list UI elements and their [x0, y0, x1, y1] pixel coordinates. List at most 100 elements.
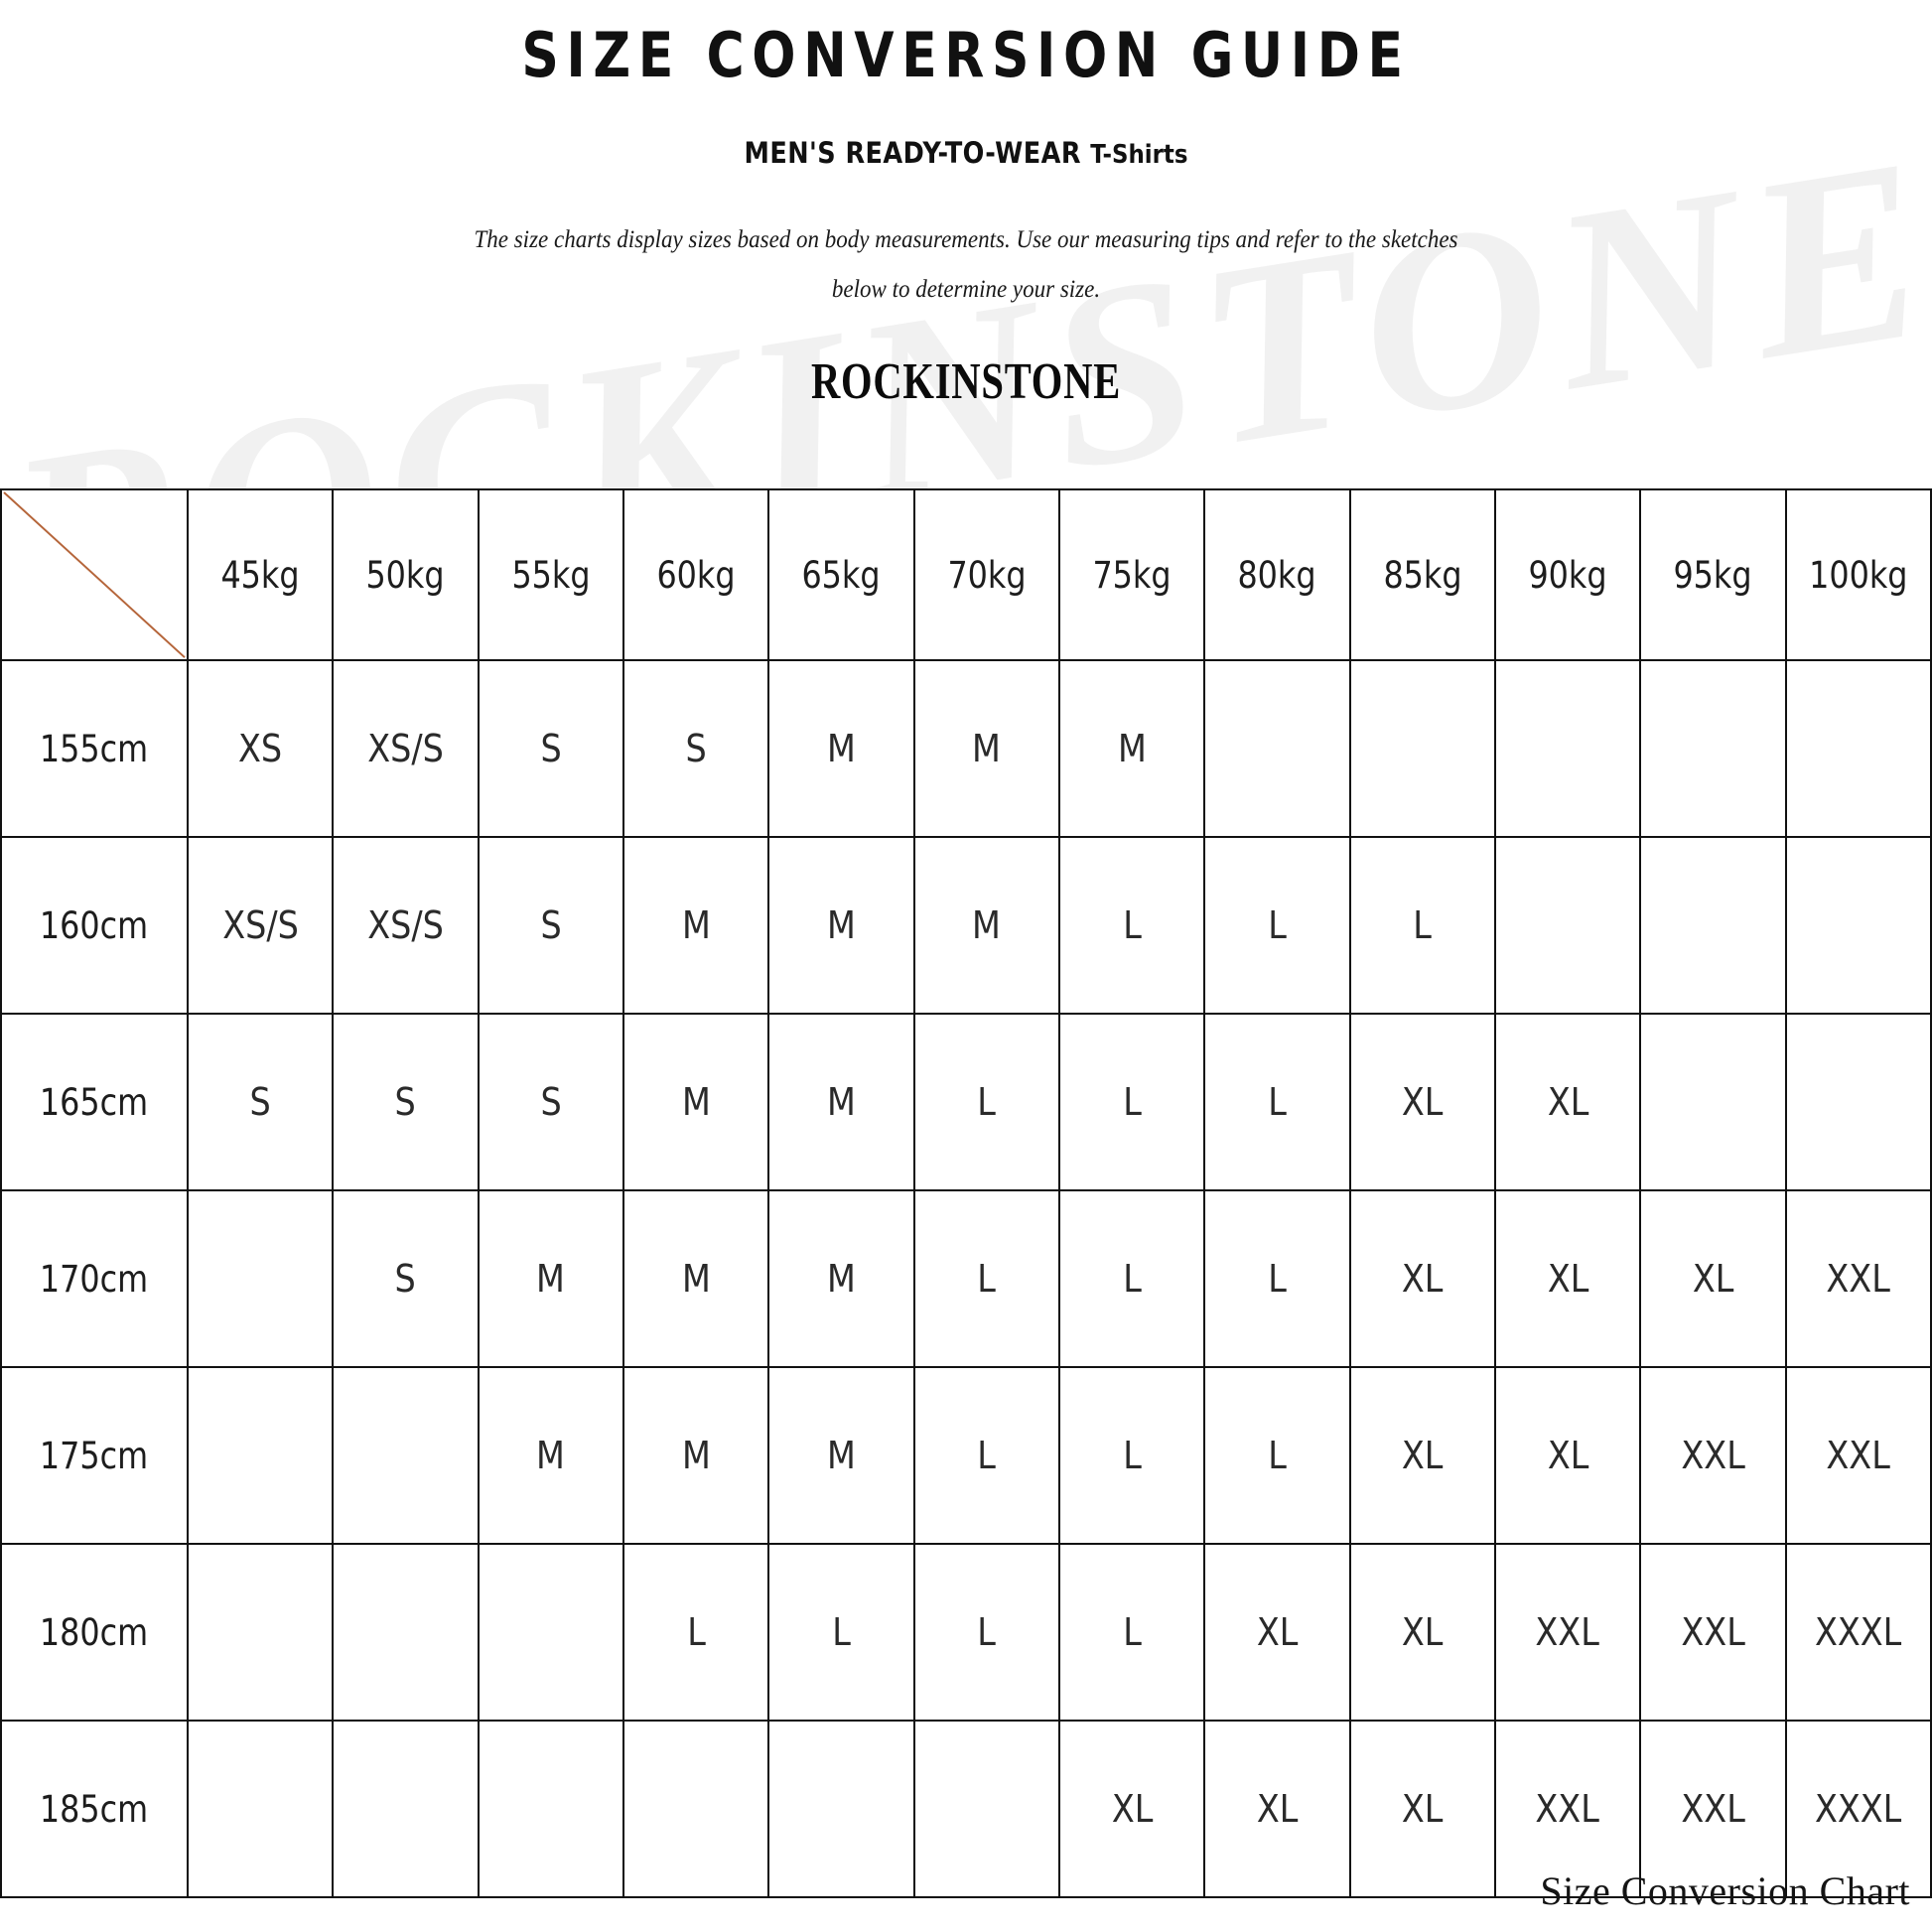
- row-header-height: 170cm: [0, 1189, 189, 1369]
- size-value: XL: [1402, 1787, 1444, 1832]
- size-cell-empty: [1348, 659, 1496, 839]
- size-value: XS/S: [367, 727, 444, 771]
- size-value: M: [972, 727, 1002, 771]
- column-header-weight: 70kg: [912, 487, 1060, 662]
- subtitle-garment: T-Shirts: [1090, 140, 1188, 171]
- size-cell: XL: [1493, 1013, 1642, 1192]
- table-row: 185cm XL XL XL XXL XXL XXXL: [0, 1720, 1932, 1899]
- size-value: L: [1122, 1434, 1142, 1478]
- table-row: 170cm S M M M L L L XL XL XL XXL: [0, 1189, 1932, 1369]
- size-conversion-table: 45kg 50kg 55kg 60kg 65kg 70kg 75kg 80kg 85kg 90kg…: [0, 487, 1932, 1899]
- column-header-weight: 80kg: [1203, 487, 1351, 662]
- size-cell-empty: [1784, 836, 1932, 1016]
- size-cell: M: [767, 1013, 915, 1192]
- size-cell-empty: [1639, 1013, 1787, 1192]
- size-cell: L: [621, 1543, 770, 1723]
- size-value: XS/S: [221, 903, 299, 948]
- size-value: XXL: [1681, 1787, 1745, 1832]
- size-value: L: [977, 1080, 997, 1125]
- row-header-height: 185cm: [0, 1720, 189, 1899]
- page-description: The size charts display sizes based on b…: [474, 226, 1458, 304]
- size-cell: M: [767, 659, 915, 839]
- size-value: M: [827, 1434, 856, 1478]
- size-value: XXXL: [1815, 1787, 1902, 1832]
- size-cell: XL: [1348, 1366, 1496, 1546]
- size-cell-empty: [477, 1720, 624, 1899]
- size-value: L: [977, 1257, 997, 1302]
- table-head: 45kg 50kg 55kg 60kg 65kg 70kg 75kg 80kg 85kg 90kg…: [0, 487, 1932, 662]
- table-header-row: 45kg 50kg 55kg 60kg 65kg 70kg 75kg 80kg 85kg 90kg…: [0, 487, 1932, 662]
- size-value: M: [536, 1257, 566, 1302]
- size-cell-empty: [186, 1720, 335, 1899]
- weight-label: 75kg: [1092, 553, 1172, 597]
- size-value: S: [394, 1080, 417, 1125]
- weight-label: 90kg: [1528, 553, 1607, 597]
- row-header-height: 155cm: [0, 659, 189, 839]
- height-label: 165cm: [40, 1080, 149, 1124]
- size-cell-empty: [1784, 1013, 1932, 1192]
- size-value: M: [681, 1257, 711, 1302]
- size-cell: S: [621, 659, 770, 839]
- size-value: XL: [1547, 1080, 1588, 1125]
- size-value: M: [681, 1080, 711, 1125]
- size-cell: L: [912, 1013, 1060, 1192]
- size-value: M: [972, 903, 1002, 948]
- weight-label: 45kg: [220, 553, 300, 597]
- size-cell: L: [1348, 836, 1496, 1016]
- column-header-weight: 65kg: [767, 487, 915, 662]
- size-cell-empty: [477, 1543, 624, 1723]
- size-cell: M: [621, 1189, 770, 1369]
- column-header-weight: 55kg: [477, 487, 624, 662]
- size-value: M: [681, 903, 711, 948]
- size-cell: L: [1203, 1366, 1351, 1546]
- size-cell: L: [912, 1366, 1060, 1546]
- size-cell: XS: [186, 659, 335, 839]
- size-cell: S: [332, 1013, 480, 1192]
- weight-label: 50kg: [365, 553, 446, 597]
- table-row: 160cm XS/S XS/S S M M M L L L: [0, 836, 1932, 1016]
- page-title: SIZE CONVERSION GUIDE: [521, 19, 1411, 91]
- size-cell: XL: [1639, 1189, 1787, 1369]
- size-cell: XXL: [1639, 1720, 1787, 1899]
- size-cell: XL: [1493, 1189, 1642, 1369]
- weight-label: 65kg: [801, 553, 882, 597]
- size-value: XXL: [1826, 1434, 1891, 1478]
- size-cell: XL: [1203, 1543, 1351, 1723]
- size-value: M: [536, 1434, 566, 1478]
- size-cell-empty: [332, 1366, 480, 1546]
- size-cell-empty: [186, 1366, 335, 1546]
- size-value: M: [827, 1080, 856, 1125]
- size-cell: L: [1057, 836, 1206, 1016]
- size-cell-empty: [1493, 836, 1642, 1016]
- weight-label: 100kg: [1809, 553, 1908, 597]
- size-cell-empty: [1784, 659, 1932, 839]
- size-cell: XXL: [1639, 1543, 1787, 1723]
- size-cell: L: [1203, 836, 1351, 1016]
- size-value: XL: [1256, 1787, 1299, 1832]
- column-header-weight: 90kg: [1493, 487, 1642, 662]
- size-cell-empty: [1493, 659, 1642, 839]
- size-cell: XXL: [1493, 1543, 1642, 1723]
- column-header-weight: 100kg: [1784, 487, 1932, 662]
- size-value: S: [394, 1257, 417, 1302]
- size-cell: XXXL: [1784, 1720, 1932, 1899]
- size-value: L: [977, 1610, 997, 1655]
- size-cell: XL: [1493, 1366, 1642, 1546]
- row-header-height: 165cm: [0, 1013, 189, 1192]
- size-cell-empty: [621, 1720, 770, 1899]
- table-body: 155cm XS XS/S S S M M M 160cm XS/S XS/S S M M M L L L 165c…: [0, 659, 1932, 1899]
- table-row: 180cm L L L L XL XL XXL XXL XXXL: [0, 1543, 1932, 1723]
- size-cell-empty: [1639, 836, 1787, 1016]
- weight-label: 95kg: [1673, 553, 1752, 597]
- table-row: 155cm XS XS/S S S M M M: [0, 659, 1932, 839]
- size-value: L: [1413, 903, 1433, 948]
- size-value: XL: [1547, 1434, 1588, 1478]
- size-value: S: [685, 727, 707, 771]
- size-cell: XXL: [1493, 1720, 1642, 1899]
- size-value: L: [832, 1610, 851, 1655]
- size-cell: L: [912, 1543, 1060, 1723]
- size-cell: XL: [1348, 1720, 1496, 1899]
- size-cell: L: [1057, 1013, 1206, 1192]
- size-cell: XS/S: [332, 836, 480, 1016]
- size-cell-empty: [332, 1720, 480, 1899]
